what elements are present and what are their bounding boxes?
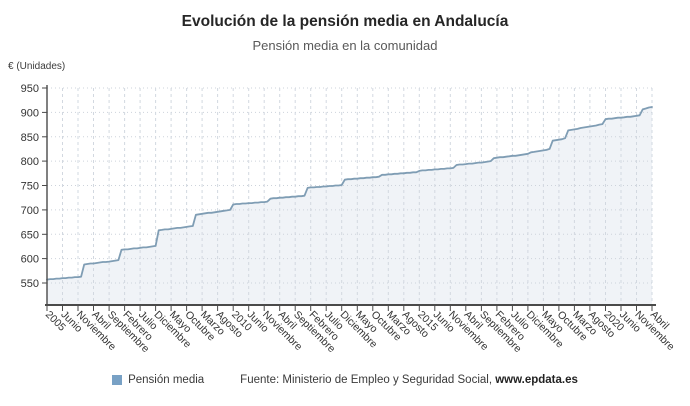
legend-item-pension-media[interactable]: Pensión media [112,374,204,386]
svg-text:550: 550 [21,278,39,290]
svg-text:600: 600 [21,254,39,266]
legend-swatch-icon [112,375,123,385]
axes [42,85,656,311]
source-link[interactable]: www.epdata.es [495,374,578,386]
area-fill [47,107,652,305]
svg-text:700: 700 [21,205,39,217]
x-axis-tick-labels: 2005JunioNoviembreAbrilSeptiembreFebrero… [43,309,677,356]
svg-text:850: 850 [21,132,39,144]
grid-lines [46,87,653,305]
source-prefix: Fuente: Ministerio de Empleo y Seguridad… [240,374,496,386]
source-text: Fuente: Ministerio de Empleo y Seguridad… [240,374,578,386]
svg-text:800: 800 [21,156,39,168]
legend-label: Pensión media [128,374,205,386]
chart-footer: Pensión media Fuente: Ministerio de Empl… [0,374,690,386]
svg-text:950: 950 [21,83,39,95]
svg-text:900: 900 [21,107,39,119]
page-subtitle: Pensión media en la comunidad [252,38,438,53]
svg-text:650: 650 [21,229,39,241]
y-axis-unit-label: € (Unidades) [8,61,66,72]
y-axis-tick-labels: 550 600 650 700 750 800 850 900 950 [21,83,39,290]
svg-text:750: 750 [21,181,39,193]
page-title: Evolución de la pensión media en Andaluc… [181,13,509,30]
pension-media-line-series[interactable] [46,106,653,281]
